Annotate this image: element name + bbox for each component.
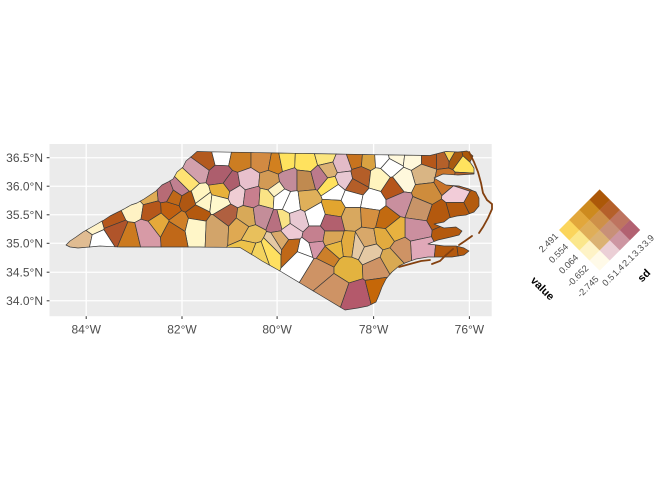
svg-text:80°W: 80°W: [262, 323, 292, 337]
svg-text:35.5°N: 35.5°N: [6, 208, 43, 222]
svg-text:84°W: 84°W: [71, 323, 101, 337]
svg-text:82°W: 82°W: [167, 323, 197, 337]
svg-text:34.5°N: 34.5°N: [6, 266, 43, 280]
svg-text:78°W: 78°W: [359, 323, 389, 337]
svg-text:36.5°N: 36.5°N: [6, 151, 43, 165]
svg-text:35.0°N: 35.0°N: [6, 237, 43, 251]
svg-text:36.0°N: 36.0°N: [6, 180, 43, 194]
svg-text:76°W: 76°W: [455, 323, 485, 337]
svg-text:34.0°N: 34.0°N: [6, 294, 43, 308]
